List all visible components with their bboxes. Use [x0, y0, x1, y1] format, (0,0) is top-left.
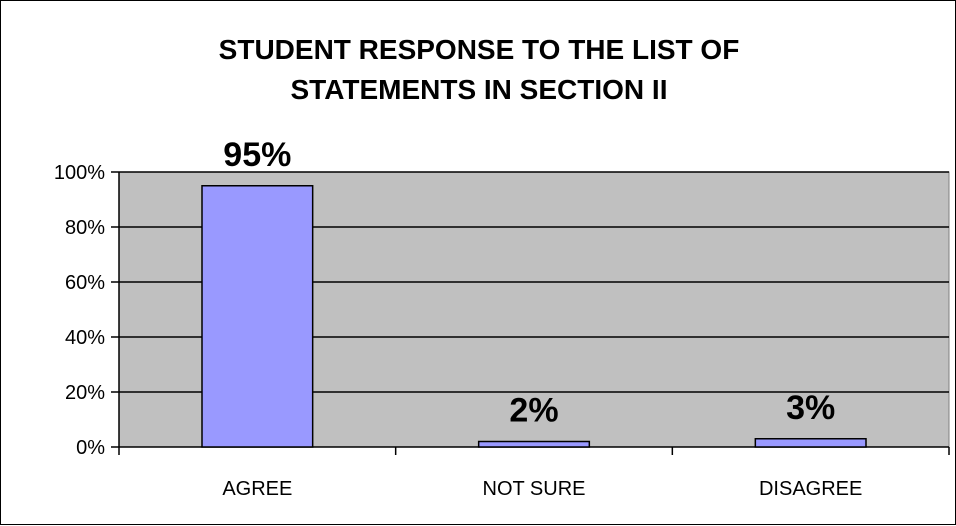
x-tick-label: DISAGREE: [759, 478, 862, 500]
bar: [477, 440, 591, 448]
x-tick-label: NOT SURE: [483, 478, 586, 500]
bar: [754, 438, 867, 448]
x-tick-label: AGREE: [222, 478, 292, 500]
y-tick-label: 100%: [54, 162, 105, 184]
y-tick-label: 20%: [65, 382, 105, 404]
data-label: 2%: [509, 392, 558, 430]
y-tick-label: 60%: [65, 272, 105, 294]
y-tick-label: 0%: [76, 437, 105, 459]
data-label: 3%: [786, 389, 835, 427]
bar: [201, 185, 314, 448]
data-label: 95%: [223, 136, 291, 174]
chart-title-line-2: STATEMENTS IN SECTION II: [291, 74, 668, 105]
chart-title-line-1: STUDENT RESPONSE TO THE LIST OF: [219, 34, 740, 65]
y-tick-label: 40%: [65, 327, 105, 349]
y-tick-label: 80%: [65, 217, 105, 239]
plot-area: 0% 20% 40% 60% 80% 100% 95% AGREE 2% NOT SURE 3% DI…: [54, 136, 950, 500]
